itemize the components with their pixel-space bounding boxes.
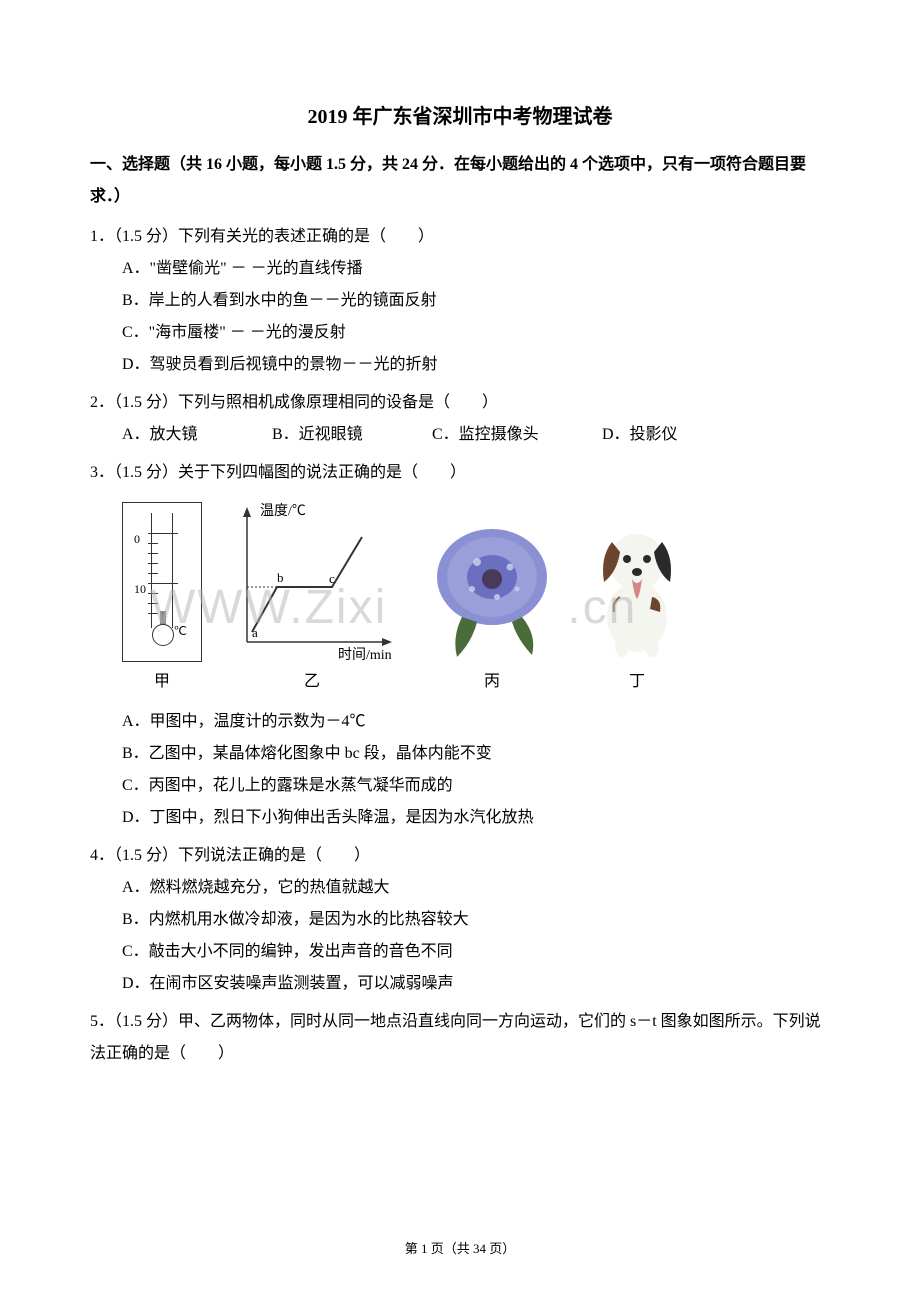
option-2b: B．近视眼镜	[272, 419, 432, 451]
option-1a: A．"凿壁偷光" － －光的直线传播	[122, 253, 830, 285]
option-1b: B．岸上的人看到水中的鱼－－光的镜面反射	[122, 285, 830, 317]
question-4-text: 4．（1.5 分）下列说法正确的是（ ）	[90, 840, 830, 872]
question-5-text: 5．（1.5 分）甲、乙两物体，同时从同一地点沿直线向同一方向运动，它们的 s－…	[90, 1006, 830, 1070]
y-axis-label: 温度/℃	[260, 503, 306, 519]
question-2: 2．（1.5 分）下列与照相机成像原理相同的设备是（ ） A．放大镜 B．近视眼…	[90, 387, 830, 451]
option-4a: A．燃料燃烧越充分，它的热值就越大	[122, 872, 830, 904]
option-2d: D．投影仪	[602, 419, 678, 451]
option-1c: C．"海市蜃楼" － －光的漫反射	[122, 317, 830, 349]
option-4c: C．敲击大小不同的编钟，发出声音的音色不同	[122, 936, 830, 968]
option-3d: D．丁图中，烈日下小狗伸出舌头降温，是因为水汽化放热	[122, 802, 830, 834]
exam-title: 2019 年广东省深圳市中考物理试卷	[90, 100, 830, 129]
option-3c: C．丙图中，花儿上的露珠是水蒸气凝华而成的	[122, 770, 830, 802]
option-1d: D．驾驶员看到后视镜中的景物－－光的折射	[122, 349, 830, 381]
question-4: 4．（1.5 分）下列说法正确的是（ ） A．燃料燃烧越充分，它的热值就越大 B…	[90, 840, 830, 1000]
thermometer-image: 0 10 ℃	[122, 502, 202, 662]
question-4-options: A．燃料燃烧越充分，它的热值就越大 B．内燃机用水做冷却液，是因为水的比热容较大…	[90, 872, 830, 1000]
option-3b: B．乙图中，某晶体熔化图象中 bc 段，晶体内能不变	[122, 738, 830, 770]
figure-graph: 温度/℃ 时间/min a b c	[222, 497, 402, 662]
page-footer: 第 1 页（共 34 页）	[0, 1238, 920, 1257]
question-1-options: A．"凿壁偷光" － －光的直线传播 B．岸上的人看到水中的鱼－－光的镜面反射 …	[90, 253, 830, 381]
question-2-text: 2．（1.5 分）下列与照相机成像原理相同的设备是（ ）	[90, 387, 830, 419]
question-1: 1．（1.5 分）下列有关光的表述正确的是（ ） A．"凿壁偷光" － －光的直…	[90, 221, 830, 381]
flower-image	[422, 517, 562, 662]
question-5: 5．（1.5 分）甲、乙两物体，同时从同一地点沿直线向同一方向运动，它们的 s－…	[90, 1006, 830, 1070]
figure-row: 0 10 ℃	[90, 497, 830, 662]
figure-labels: 甲 乙 丙 丁	[90, 666, 830, 698]
figure-flower	[422, 517, 562, 662]
section-header: 一、选择题（共 16 小题，每小题 1.5 分，共 24 分．在每小题给出的 4…	[90, 149, 830, 213]
label-ding: 丁	[582, 666, 692, 698]
graph-point-a: a	[252, 625, 258, 640]
option-2a: A．放大镜	[122, 419, 272, 451]
question-1-text: 1．（1.5 分）下列有关光的表述正确的是（ ）	[90, 221, 830, 253]
melting-graph: 温度/℃ 时间/min a b c	[222, 497, 402, 662]
option-2c: C．监控摄像头	[432, 419, 602, 451]
question-3-text: 3．（1.5 分）关于下列四幅图的说法正确的是（ ）	[90, 457, 830, 489]
question-3-options: A．甲图中，温度计的示数为－4℃ B．乙图中，某晶体熔化图象中 bc 段，晶体内…	[90, 706, 830, 834]
figure-dog	[582, 517, 692, 662]
option-4b: B．内燃机用水做冷却液，是因为水的比热容较大	[122, 904, 830, 936]
x-axis-label: 时间/min	[338, 647, 392, 662]
dog-image	[582, 517, 692, 662]
option-4d: D．在闹市区安装噪声监测装置，可以减弱噪声	[122, 968, 830, 1000]
question-3: 3．（1.5 分）关于下列四幅图的说法正确的是（ ） 0 10	[90, 457, 830, 834]
label-yi: 乙	[222, 666, 402, 698]
graph-point-c: c	[329, 571, 335, 586]
label-bing: 丙	[422, 666, 562, 698]
graph-point-b: b	[277, 570, 284, 585]
label-jia: 甲	[122, 666, 202, 698]
figure-thermometer: 0 10 ℃	[122, 502, 202, 662]
question-2-options: A．放大镜 B．近视眼镜 C．监控摄像头 D．投影仪	[90, 419, 830, 451]
option-3a: A．甲图中，温度计的示数为－4℃	[122, 706, 830, 738]
